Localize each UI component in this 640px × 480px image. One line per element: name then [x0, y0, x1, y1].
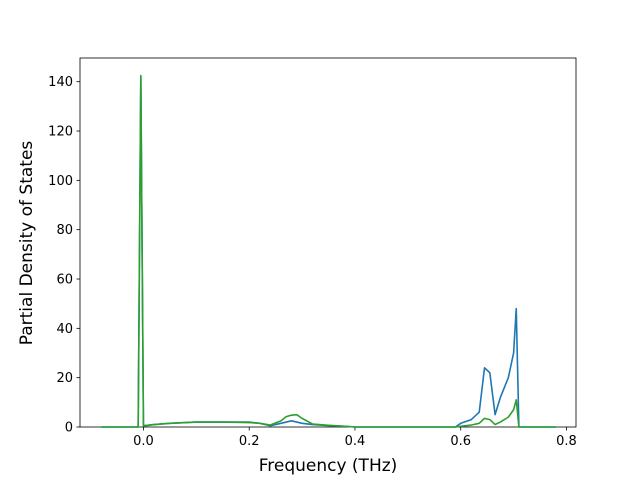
x-axis-label: Frequency (THz): [259, 456, 398, 476]
series-line: [101, 75, 556, 428]
y-tick-label: 100: [48, 174, 73, 189]
x-tick-label: 0.6: [450, 434, 471, 449]
x-tick-label: 0.2: [239, 434, 260, 449]
x-tick-label: 0.4: [345, 434, 366, 449]
y-tick-label: 120: [48, 125, 73, 140]
y-tick-label: 80: [56, 223, 73, 238]
x-tick-label: 0.8: [556, 434, 577, 449]
x-tick-label: 0.0: [133, 434, 154, 449]
y-tick-label: 20: [56, 371, 73, 386]
y-tick-label: 60: [56, 273, 73, 288]
series-line: [101, 74, 556, 428]
y-tick-label: 0: [65, 421, 73, 436]
y-tick-label: 40: [56, 322, 73, 337]
y-tick-label: 140: [48, 75, 73, 90]
y-axis-label: Partial Density of States: [17, 141, 37, 346]
plot-frame: [79, 57, 577, 428]
